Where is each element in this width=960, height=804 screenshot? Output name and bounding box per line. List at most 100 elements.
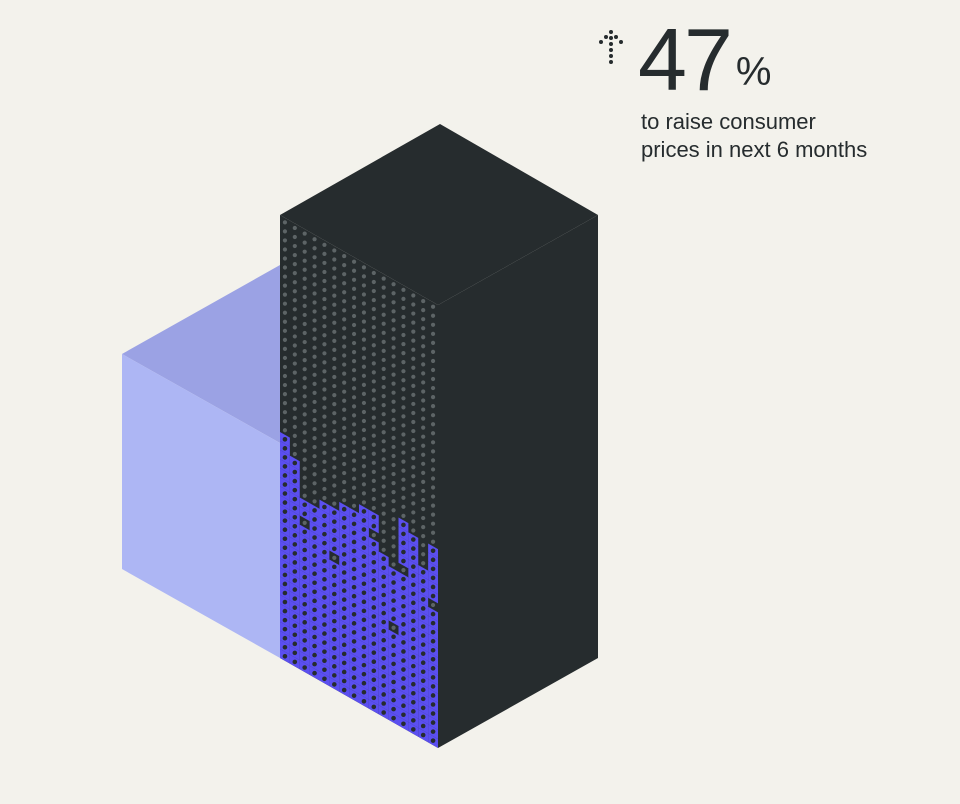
grid-dot: [282, 572, 288, 578]
grid-dot: [361, 509, 367, 514]
grid-dot: [341, 570, 347, 575]
grid-dot: [351, 648, 357, 653]
grid-dot: [391, 499, 396, 504]
grid-dot: [430, 638, 436, 644]
grid-dot: [430, 304, 436, 309]
grid-dot: [312, 481, 317, 486]
grid-dot: [312, 463, 317, 468]
grid-dot: [302, 493, 307, 498]
grid-dot: [430, 729, 436, 734]
grid-dot: [430, 675, 436, 680]
grid-dot: [371, 496, 376, 502]
grid-dot: [302, 439, 307, 444]
grid-dot: [332, 393, 337, 398]
grid-dot: [381, 520, 386, 525]
grid-dot: [282, 518, 288, 523]
grid-dot: [381, 394, 386, 399]
grid-dot: [371, 406, 376, 411]
grid-dot: [361, 482, 367, 487]
grid-dot: [401, 296, 406, 301]
grid-dot: [401, 414, 406, 419]
grid-dot: [391, 300, 396, 305]
grid-dot: [322, 522, 327, 528]
grid-dot: [322, 369, 327, 374]
grid-dot: [302, 638, 307, 643]
grid-dot: [351, 359, 357, 364]
grid-dot: [342, 398, 347, 403]
grid-dot: [411, 293, 416, 298]
grid-dot: [361, 635, 367, 641]
grid-dot: [391, 697, 396, 703]
grid-dot: [381, 538, 386, 543]
grid-dot: [381, 511, 386, 516]
grid-dot: [332, 591, 337, 597]
grid-dot: [420, 687, 426, 693]
grid-dot: [302, 520, 307, 525]
grid-dot: [411, 573, 416, 579]
grid-dot: [391, 670, 396, 676]
grid-dot: [312, 273, 317, 278]
grid-dot: [322, 441, 327, 446]
grid-dot: [361, 464, 367, 469]
grid-dot: [332, 402, 337, 407]
grid-dot: [361, 292, 367, 297]
grid-dot: [341, 642, 347, 648]
grid-dot: [341, 651, 347, 657]
grid-dot: [302, 629, 307, 634]
grid-dot: [351, 602, 357, 608]
grid-dot: [332, 555, 337, 560]
grid-dot: [391, 471, 396, 477]
grid-dot: [302, 249, 307, 254]
grid-dot: [292, 587, 298, 592]
grid-dot: [322, 477, 327, 482]
grid-dot: [381, 348, 386, 354]
grid-dot: [411, 410, 416, 416]
grid-dot: [361, 364, 367, 369]
grid-dot: [411, 690, 416, 696]
grid-dot: [282, 455, 288, 460]
grid-dot: [282, 382, 288, 388]
grid-dot: [420, 723, 426, 729]
grid-dot: [312, 454, 317, 459]
grid-dot: [430, 575, 436, 581]
grid-dot: [381, 276, 386, 281]
grid-dot: [292, 496, 298, 502]
grid-dot: [391, 580, 396, 585]
grid-dot: [312, 670, 317, 676]
grid-dot: [381, 421, 386, 426]
grid-dot: [401, 603, 406, 609]
grid-dot: [381, 637, 386, 643]
grid-dot: [312, 282, 317, 287]
grid-dot: [371, 677, 377, 683]
grid-dot: [322, 649, 327, 654]
grid-dot: [371, 632, 377, 637]
grid-dot: [381, 303, 386, 308]
grid-dot: [282, 301, 288, 306]
grid-dot: [292, 569, 298, 574]
grid-dot: [342, 407, 347, 412]
grid-dot: [361, 337, 367, 342]
grid-dot: [401, 576, 406, 582]
grid-dot: [312, 508, 317, 513]
grid-dot: [381, 502, 386, 507]
grid-dot: [361, 265, 367, 270]
grid-dot: [411, 329, 416, 334]
grid-dot: [312, 345, 317, 350]
grid-dot: [430, 512, 436, 517]
grid-dot: [302, 303, 307, 309]
grid-dot: [401, 351, 406, 356]
grid-dot: [342, 290, 347, 295]
grid-dot: [282, 364, 288, 370]
grid-dot: [282, 545, 288, 551]
grid-dot: [302, 502, 307, 508]
grid-dot: [302, 430, 307, 435]
grid-dot: [312, 381, 317, 386]
grid-dot: [332, 501, 337, 506]
grid-dot: [312, 264, 317, 269]
grid-dot: [292, 514, 298, 520]
grid-dot: [341, 606, 347, 611]
grid-dot: [391, 453, 396, 459]
grid-dot: [361, 536, 367, 541]
grid-dot: [361, 437, 367, 442]
grid-dot: [401, 649, 406, 654]
